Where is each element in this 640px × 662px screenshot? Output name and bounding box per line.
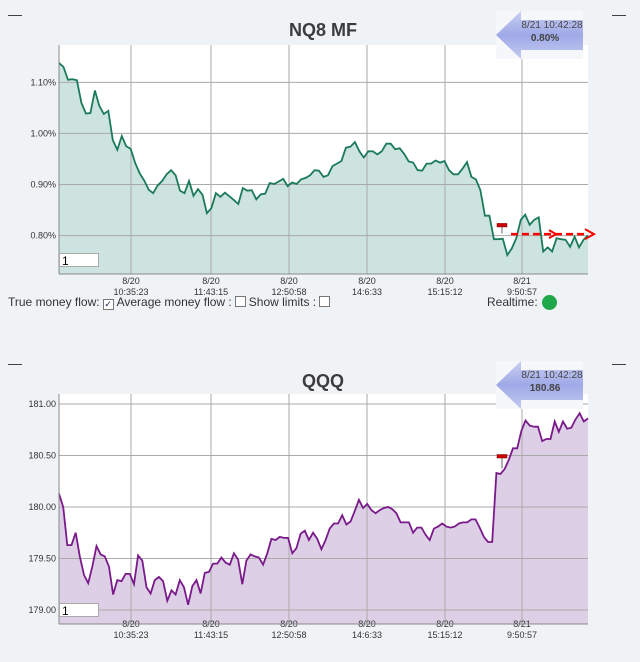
x-tick-time: 14:6:33	[352, 630, 382, 640]
x-tick-time: 9:50:57	[507, 287, 537, 297]
y-tick-label: 180.50	[28, 450, 56, 460]
y-tick-label: 181.00	[28, 399, 56, 409]
x-tick-date: 8/20	[202, 276, 220, 286]
x-tick-time: 9:50:57	[507, 630, 537, 640]
show-limits-label: Show limits :	[248, 295, 317, 309]
x-tick-time: 10:35:23	[113, 630, 148, 640]
flag-value: 180.86	[530, 383, 561, 394]
x-tick-time: 11:43:15	[194, 630, 228, 640]
show-limits-checkbox[interactable]	[319, 296, 331, 307]
chart1-input[interactable]: 1	[59, 253, 99, 268]
y-tick-label: 180.00	[28, 502, 56, 512]
chart-title: NQ8 MF	[289, 20, 357, 40]
minimize-icon-left-1[interactable]: —	[8, 6, 22, 22]
flag-time: 8/21 10:42:28	[521, 370, 583, 381]
x-tick-time: 12:50:58	[271, 630, 306, 640]
minimize-icon-right-2[interactable]: —	[612, 355, 626, 371]
true-money-flow-label: True money flow:	[8, 295, 100, 309]
x-tick-time: 11:43:15	[194, 287, 228, 297]
y-tick-label: 0.80%	[30, 231, 56, 241]
series-line	[58, 411, 589, 606]
x-tick-date: 8/20	[122, 276, 140, 286]
series-area	[59, 62, 588, 275]
y-tick-label: 1.00%	[30, 128, 56, 138]
series-area	[59, 413, 588, 624]
x-tick-time: 15:15:12	[427, 630, 462, 640]
minimize-icon-right-1[interactable]: —	[612, 6, 626, 22]
x-tick-time: 15:15:12	[427, 287, 462, 297]
projection-mid-arrow-icon	[548, 229, 559, 239]
flag-arrow-icon	[496, 361, 583, 409]
qqq-chart: 181.00180.50180.00179.50179.008/2010:35:…	[28, 361, 589, 640]
nq8-mf-chart: 1.10%1.00%0.90%0.80%8/2010:35:238/2011:4…	[30, 11, 597, 297]
y-tick-label: 1.10%	[30, 77, 56, 87]
y-tick-label: 179.00	[28, 605, 56, 615]
marker-flag-icon	[496, 454, 508, 459]
series-line	[58, 62, 589, 258]
x-tick-date: 8/20	[280, 276, 298, 286]
projection-arrow-icon	[584, 228, 597, 241]
options-row: True money flow: ✓ Average money flow : Sho…	[8, 295, 333, 310]
chart-title: QQQ	[302, 371, 344, 391]
x-tick-time: 10:35:23	[113, 287, 148, 297]
chart2-input[interactable]: 1	[59, 603, 99, 618]
x-tick-date: 8/20	[358, 276, 376, 286]
x-tick-date: 8/20	[436, 276, 454, 286]
realtime-status-icon[interactable]	[541, 295, 557, 310]
average-money-flow-label: Average money flow :	[116, 295, 232, 309]
flag-value: 0.80%	[531, 33, 559, 44]
flag-time: 8/21 10:42:28	[521, 20, 583, 31]
x-tick-time: 12:50:58	[271, 287, 306, 297]
minimize-icon-left-2[interactable]: —	[8, 355, 22, 371]
true-money-flow-checkbox[interactable]: ✓	[102, 299, 114, 310]
x-tick-date: 8/21	[513, 276, 531, 286]
marker-flag-icon	[496, 223, 508, 228]
y-tick-label: 179.50	[28, 553, 56, 563]
x-tick-time: 14:6:33	[352, 287, 382, 297]
y-tick-label: 0.90%	[30, 180, 56, 190]
realtime-label: Realtime:	[487, 295, 538, 309]
flag-arrow-icon	[496, 11, 583, 59]
realtime-indicator: Realtime:	[487, 295, 557, 310]
average-money-flow-checkbox[interactable]	[234, 296, 246, 307]
